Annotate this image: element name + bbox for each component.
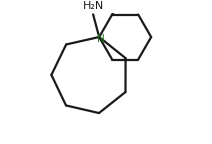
Text: H₂N: H₂N xyxy=(82,1,104,11)
Text: N: N xyxy=(97,34,104,44)
